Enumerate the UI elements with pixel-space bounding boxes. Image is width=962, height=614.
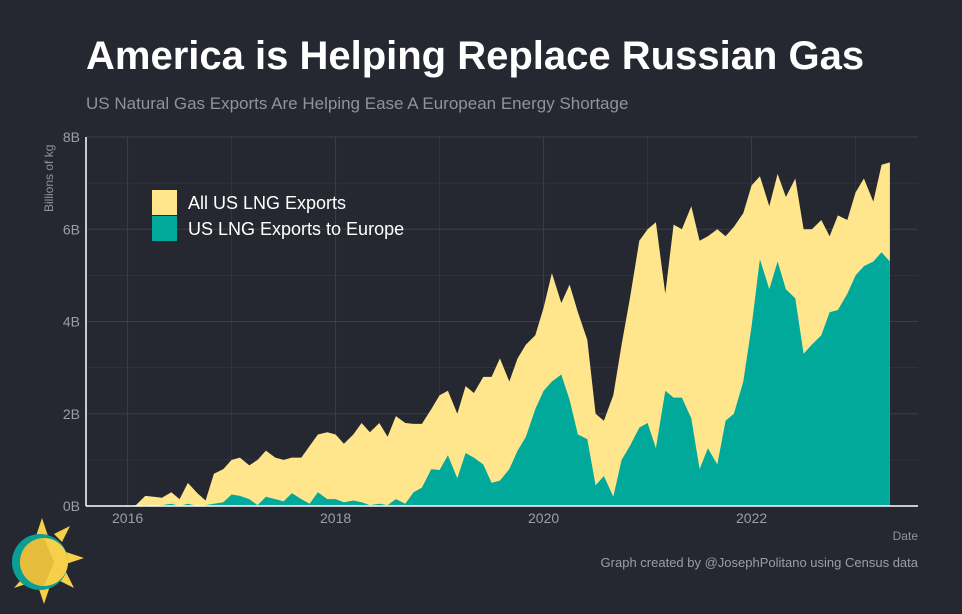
y-axis-title: Billions of kg [42, 145, 56, 212]
chart-title: America is Helping Replace Russian Gas [86, 34, 865, 78]
x-tick-label: 2016 [112, 510, 143, 526]
y-tick-label: 4B [63, 314, 80, 330]
legend-label: US LNG Exports to Europe [188, 219, 404, 239]
legend: All US LNG Exports US LNG Exports to Euro… [152, 190, 404, 241]
legend-swatch [152, 190, 177, 215]
source-caption: Graph created by @JosephPolitano using C… [600, 555, 918, 570]
y-tick-label: 8B [63, 129, 80, 145]
x-tick-label: 2022 [736, 510, 767, 526]
legend-label: All US LNG Exports [188, 193, 346, 213]
x-tick-label: 2020 [528, 510, 559, 526]
chart-subtitle: US Natural Gas Exports Are Helping Ease … [86, 94, 629, 113]
y-tick-label: 0B [63, 498, 80, 514]
legend-swatch [152, 216, 177, 241]
y-tick-label: 6B [63, 221, 80, 237]
x-tick-label: 2018 [320, 510, 351, 526]
y-tick-label: 2B [63, 406, 80, 422]
europe-exports-area [127, 252, 890, 506]
all-exports-area [127, 162, 890, 506]
sun-logo-icon [12, 518, 84, 604]
x-axis-title: Date [893, 529, 919, 543]
